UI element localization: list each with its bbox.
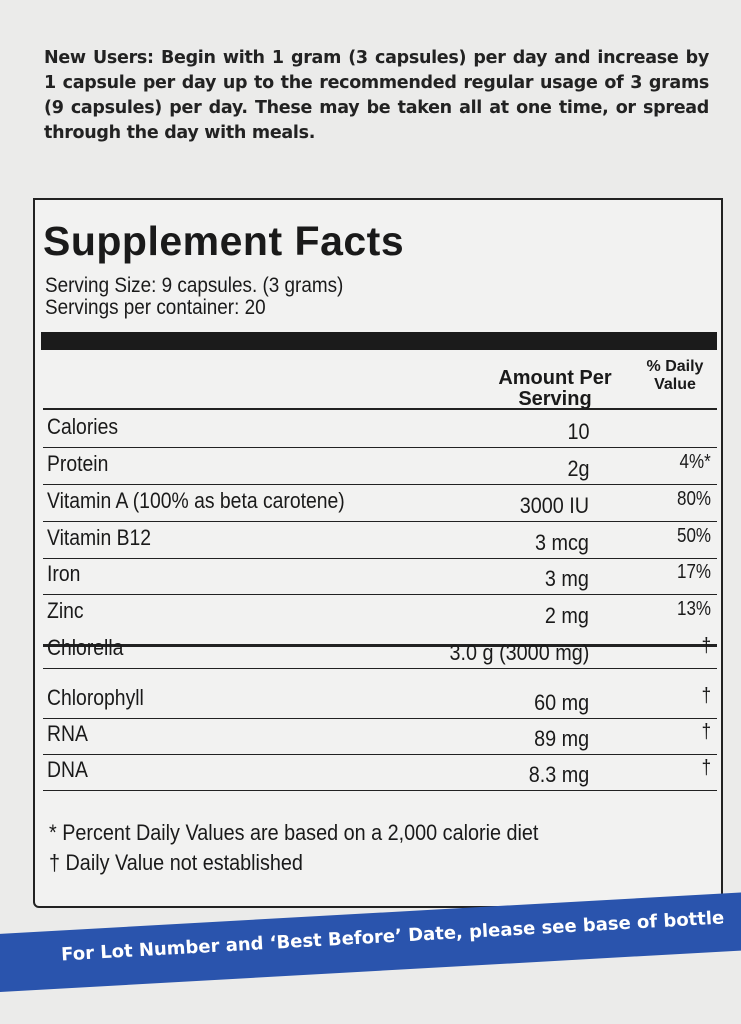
nutrient-daily-value: 4%*	[679, 451, 711, 473]
nutrient-name: RNA	[47, 721, 88, 746]
nutrient-daily-value: †	[701, 757, 711, 779]
facts-row: Vitamin B12 3 mcg 50%	[43, 521, 717, 559]
nutrient-name: Vitamin B12	[47, 525, 152, 550]
nutrient-daily-value: 80%	[676, 488, 711, 510]
facts-row: Zinc 2 mg 13%	[43, 594, 717, 647]
band-text: For Lot Number and ‘Best Before’ Date, p…	[60, 907, 725, 966]
facts-row: Vitamin A (100% as beta carotene) 3000 IU…	[43, 484, 717, 522]
directions-text: New Users: Begin with 1 gram (3 capsules…	[44, 48, 709, 143]
nutrient-amount: 89 mg	[533, 726, 589, 751]
nutrient-daily-value: †	[701, 721, 711, 743]
header-daily-value: % Daily Value	[646, 358, 704, 393]
nutrient-name: Chlorophyll	[47, 685, 144, 710]
nutrient-name: DNA	[47, 757, 88, 782]
facts-row: RNA 89 mg †	[43, 717, 717, 755]
servings-per-container: Servings per container: 20	[45, 296, 266, 319]
nutrient-name: Calories	[47, 414, 119, 439]
nutrient-amount: 2g	[566, 456, 589, 481]
facts-row: DNA 8.3 mg †	[43, 753, 717, 791]
nutrient-daily-value: †	[701, 685, 711, 707]
divider-bar	[41, 332, 717, 350]
facts-row: Chlorella 3.0 g (3000 mg) †	[43, 631, 717, 669]
nutrient-amount: 3.0 g (3000 mg)	[449, 640, 589, 665]
nutrient-daily-value: 50%	[676, 525, 711, 547]
nutrient-name: Zinc	[47, 598, 84, 623]
nutrient-daily-value: 13%	[676, 598, 711, 620]
nutrient-name: Chlorella	[47, 635, 124, 660]
nutrient-amount: 3 mcg	[535, 530, 589, 555]
nutrient-name: Iron	[47, 561, 81, 586]
facts-title: Supplement Facts	[43, 218, 405, 264]
nutrient-name: Vitamin A (100% as beta carotene)	[47, 488, 345, 513]
nutrient-amount: 8.3 mg	[528, 762, 589, 787]
nutrient-amount: 3 mg	[544, 566, 589, 591]
facts-row: Iron 3 mg 17%	[43, 557, 717, 595]
nutrient-amount: 10	[566, 419, 589, 444]
serving-size: Serving Size: 9 capsules. (3 grams)	[45, 274, 344, 297]
facts-row: Protein 2g 4%*	[43, 447, 717, 485]
header-divider	[43, 408, 717, 410]
nutrient-daily-value: 17%	[676, 561, 711, 583]
nutrient-name: Protein	[47, 451, 109, 476]
footnote-percent: * Percent Daily Values are based on a 2,…	[49, 820, 539, 845]
header-amount: Amount Per Serving	[498, 367, 612, 410]
supplement-facts-panel: Supplement Facts Serving Size: 9 capsule…	[33, 198, 723, 908]
facts-row: Chlorophyll 60 mg †	[43, 681, 717, 719]
nutrient-amount: 3000 IU	[519, 493, 589, 518]
footnote-dagger: † Daily Value not established	[49, 850, 303, 875]
nutrient-daily-value: †	[701, 635, 711, 657]
nutrient-amount: 60 mg	[533, 690, 589, 715]
facts-row: Calories 10	[43, 410, 717, 448]
nutrient-amount: 2 mg	[544, 603, 589, 628]
